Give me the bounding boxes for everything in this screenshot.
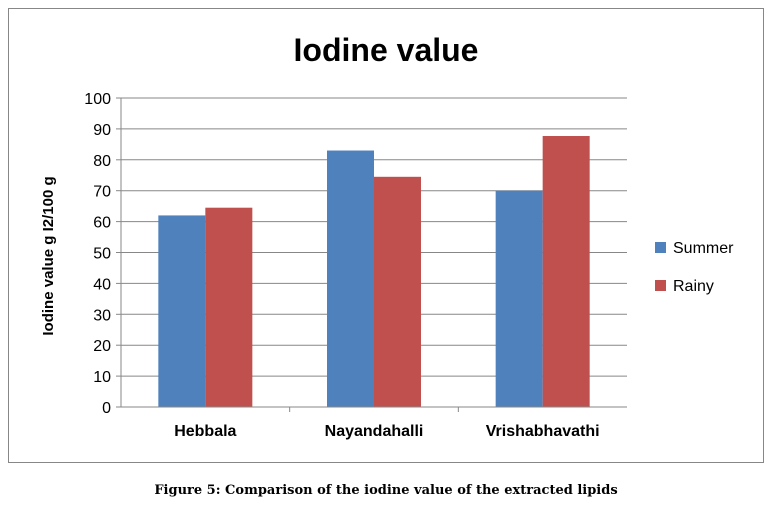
y-tick-label: 50 — [93, 246, 111, 263]
bar-summer-nayandahalli — [327, 150, 374, 407]
y-tick-label: 70 — [93, 184, 111, 201]
x-tick-label: Vrishabhavathi — [486, 423, 600, 440]
bar-rainy-hebbala — [205, 207, 253, 407]
x-tick-label: Nayandahalli — [325, 423, 424, 440]
legend: Summer Rainy — [655, 240, 734, 295]
iodine-chart: 0 10 20 30 40 50 60 70 80 90 100 Hebbala Nayandahal… — [40, 32, 734, 440]
y-tick-label: 20 — [93, 338, 111, 355]
y-tick-labels: 0 10 20 30 40 50 60 70 80 90 100 — [84, 91, 121, 417]
bar-rainy-vrishabhavathi — [542, 136, 590, 407]
y-tick-label: 10 — [93, 369, 111, 386]
bar-summer-vrishabhavathi — [495, 190, 543, 407]
legend-label-rainy: Rainy — [673, 278, 714, 295]
bar-rainy-nayandahalli — [374, 176, 421, 407]
bars — [158, 136, 590, 407]
y-tick-label: 100 — [84, 91, 111, 108]
y-axis-label: Iodine value g I2/100 g — [40, 176, 57, 335]
y-tick-label: 40 — [93, 276, 111, 293]
chart-frame: 0 10 20 30 40 50 60 70 80 90 100 Hebbala Nayandahal… — [8, 8, 764, 463]
legend-label-summer: Summer — [673, 240, 734, 257]
y-tick-label: 90 — [93, 122, 111, 139]
y-tick-label: 30 — [93, 307, 111, 324]
figure-caption: Figure 5: Comparison of the iodine value… — [154, 483, 618, 498]
y-tick-label: 60 — [93, 215, 111, 232]
legend-swatch-rainy — [655, 280, 666, 291]
x-tick-label: Hebbala — [174, 423, 236, 440]
legend-swatch-summer — [655, 242, 666, 253]
x-tick-labels: Hebbala Nayandahalli Vrishabhavathi — [174, 407, 600, 440]
bar-summer-hebbala — [158, 215, 206, 407]
chart-title: Iodine value — [294, 32, 479, 68]
y-tick-label: 0 — [102, 400, 111, 417]
y-tick-label: 80 — [93, 153, 111, 170]
